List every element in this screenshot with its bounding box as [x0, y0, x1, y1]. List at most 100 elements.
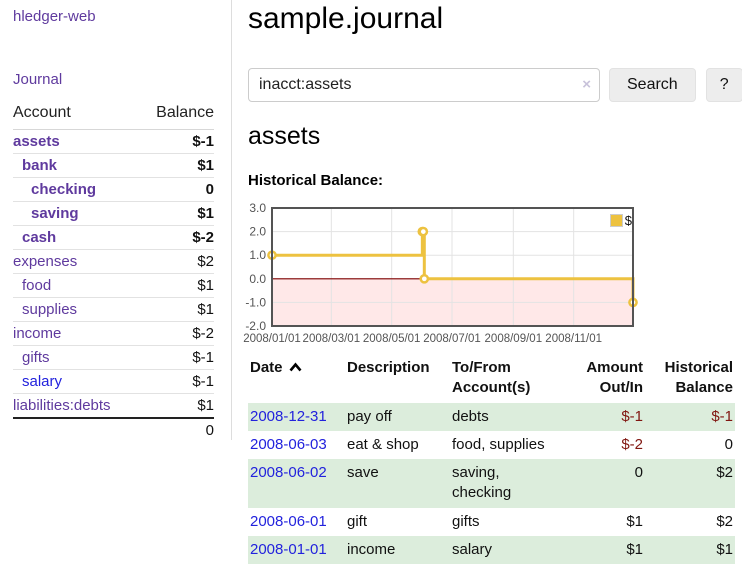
- transaction-date-link[interactable]: 2008-12-31: [250, 407, 327, 425]
- amount-out-in: 0: [634, 464, 643, 481]
- app-brand-link[interactable]: hledger-web: [13, 8, 96, 25]
- legend-label: $: [624, 213, 632, 228]
- svg-text:2.0: 2.0: [249, 225, 266, 239]
- svg-text:1.0: 1.0: [249, 248, 266, 262]
- account-balance: $-2: [139, 225, 214, 250]
- account-link-income[interactable]: income: [13, 325, 62, 342]
- account-row: supplies $1: [13, 297, 214, 322]
- nav-journal-link[interactable]: Journal: [13, 71, 63, 88]
- register-header-amount: Amount Out/In: [586, 359, 643, 397]
- account-link-liabilities-debts[interactable]: liabilities:debts: [13, 397, 111, 414]
- account-row: gifts $-1: [13, 345, 214, 370]
- account-row: salary $-1: [13, 369, 214, 394]
- transaction-date-link[interactable]: 2008-06-02: [250, 464, 327, 481]
- legend-swatch-icon: [609, 214, 623, 227]
- svg-text:2008/07/01: 2008/07/01: [423, 333, 481, 345]
- account-balance: $1: [139, 273, 214, 298]
- account-balance: $-1: [139, 345, 214, 370]
- account-balance: $1: [139, 393, 214, 419]
- account-row: food $1: [13, 273, 214, 298]
- tofrom-accounts: food, supplies: [452, 435, 545, 453]
- account-row: checking 0: [13, 177, 214, 202]
- register-row: 2008-12-31 pay off debts $-1 $-1: [248, 402, 735, 431]
- account-heading: assets: [248, 122, 321, 150]
- tofrom-accounts: saving, checking: [452, 464, 512, 502]
- chart-title: Historical Balance:: [248, 172, 384, 189]
- account-row: bank $1: [13, 153, 214, 178]
- account-link-expenses[interactable]: expenses: [13, 253, 78, 270]
- help-button[interactable]: ?: [705, 68, 742, 102]
- search-input[interactable]: [248, 68, 600, 102]
- transaction-description: eat & shop: [347, 435, 419, 453]
- account-row: income $-2: [13, 321, 214, 346]
- account-link-checking[interactable]: checking: [31, 181, 97, 198]
- amount-out-in: $1: [626, 512, 643, 530]
- svg-text:0.0: 0.0: [249, 272, 266, 286]
- account-link-saving[interactable]: saving: [31, 205, 79, 222]
- transaction-description: pay off: [347, 407, 392, 425]
- search-button[interactable]: Search: [609, 68, 696, 102]
- svg-text:2008/03/01: 2008/03/01: [303, 333, 361, 345]
- register-header-date[interactable]: Date: [248, 356, 345, 403]
- svg-text:2008/11/01: 2008/11/01: [545, 333, 602, 345]
- accounts-header-account: Account: [13, 101, 140, 130]
- clear-search-icon[interactable]: ×: [582, 76, 591, 93]
- account-row: saving $1: [13, 201, 214, 226]
- historical-balance-chart[interactable]: 3.0 2.0 1.0 0.0 -1.0 -2.0 2008/01/01 2008/03/01…: [240, 200, 660, 352]
- svg-text:-2.0: -2.0: [245, 319, 266, 333]
- account-link-cash[interactable]: cash: [22, 229, 57, 246]
- accounts-header-balance: Balance: [139, 101, 214, 130]
- register-row: 2008-06-02 save saving, checking 0 $2: [248, 459, 735, 508]
- register-header-balance: Historical Balance: [664, 359, 733, 397]
- page-title: sample.journal: [248, 2, 444, 35]
- account-link-bank[interactable]: bank: [22, 157, 58, 174]
- register-row: 2008-01-01 income salary $1 $1: [248, 535, 735, 564]
- search-form: × Search ?: [248, 68, 742, 102]
- account-link-supplies[interactable]: supplies: [22, 301, 78, 318]
- search-box: ×: [248, 68, 600, 102]
- register-header-row: Date Description To/From Account(s) Amou…: [248, 356, 735, 403]
- historical-balance: $2: [716, 512, 733, 530]
- account-link-food[interactable]: food: [22, 277, 52, 294]
- transaction-date-link[interactable]: 2008-06-01: [250, 512, 327, 530]
- svg-text:2008/05/01: 2008/05/01: [363, 333, 421, 345]
- accounts-header-row: Account Balance: [13, 101, 214, 130]
- transaction-description: save: [347, 464, 379, 481]
- register-row: 2008-06-01 gift gifts $1 $2: [248, 508, 735, 536]
- historical-balance: $2: [716, 464, 733, 481]
- main-content: sample.journal × Search ? assets Histori…: [243, 0, 742, 582]
- transaction-description: gift: [347, 512, 368, 530]
- account-link-assets[interactable]: assets: [13, 133, 60, 150]
- transaction-description: income: [347, 540, 396, 558]
- chart-legend: $: [609, 213, 632, 228]
- svg-text:2008/01/01: 2008/01/01: [243, 333, 301, 345]
- tofrom-accounts: debts: [452, 407, 489, 425]
- accounts-total-row: 0: [13, 417, 214, 442]
- historical-balance: 0: [724, 435, 733, 453]
- account-balance: 0: [139, 177, 214, 202]
- svg-text:3.0: 3.0: [249, 201, 266, 215]
- tofrom-accounts: salary: [452, 540, 493, 558]
- account-row: liabilities:debts $1: [13, 393, 214, 419]
- account-row: assets $-1: [13, 129, 214, 154]
- sort-ascending-icon: [288, 358, 303, 378]
- account-link-salary[interactable]: salary: [22, 373, 63, 390]
- register-header-description: Description: [347, 359, 430, 376]
- amount-out-in: $1: [626, 540, 643, 558]
- transaction-date-link[interactable]: 2008-06-03: [250, 435, 327, 453]
- register-row: 2008-06-03 eat & shop food, supplies $-2 0: [248, 431, 735, 459]
- tofrom-accounts: gifts: [452, 512, 480, 530]
- amount-out-in: $-1: [621, 407, 643, 425]
- account-link-gifts[interactable]: gifts: [22, 349, 50, 366]
- register-table: Date Description To/From Account(s) Amou…: [248, 356, 735, 564]
- account-row: cash $-2: [13, 225, 214, 250]
- account-balance: $1: [139, 201, 214, 226]
- transaction-date-link[interactable]: 2008-01-01: [250, 540, 327, 558]
- svg-text:2008/09/01: 2008/09/01: [485, 333, 543, 345]
- accounts-total-balance: 0: [139, 417, 214, 442]
- accounts-table: Account Balance assets $-1 bank $1 checking 0…: [13, 101, 214, 442]
- account-balance: $2: [139, 249, 214, 274]
- svg-text:-1.0: -1.0: [245, 295, 266, 309]
- account-balance: $-2: [139, 321, 214, 346]
